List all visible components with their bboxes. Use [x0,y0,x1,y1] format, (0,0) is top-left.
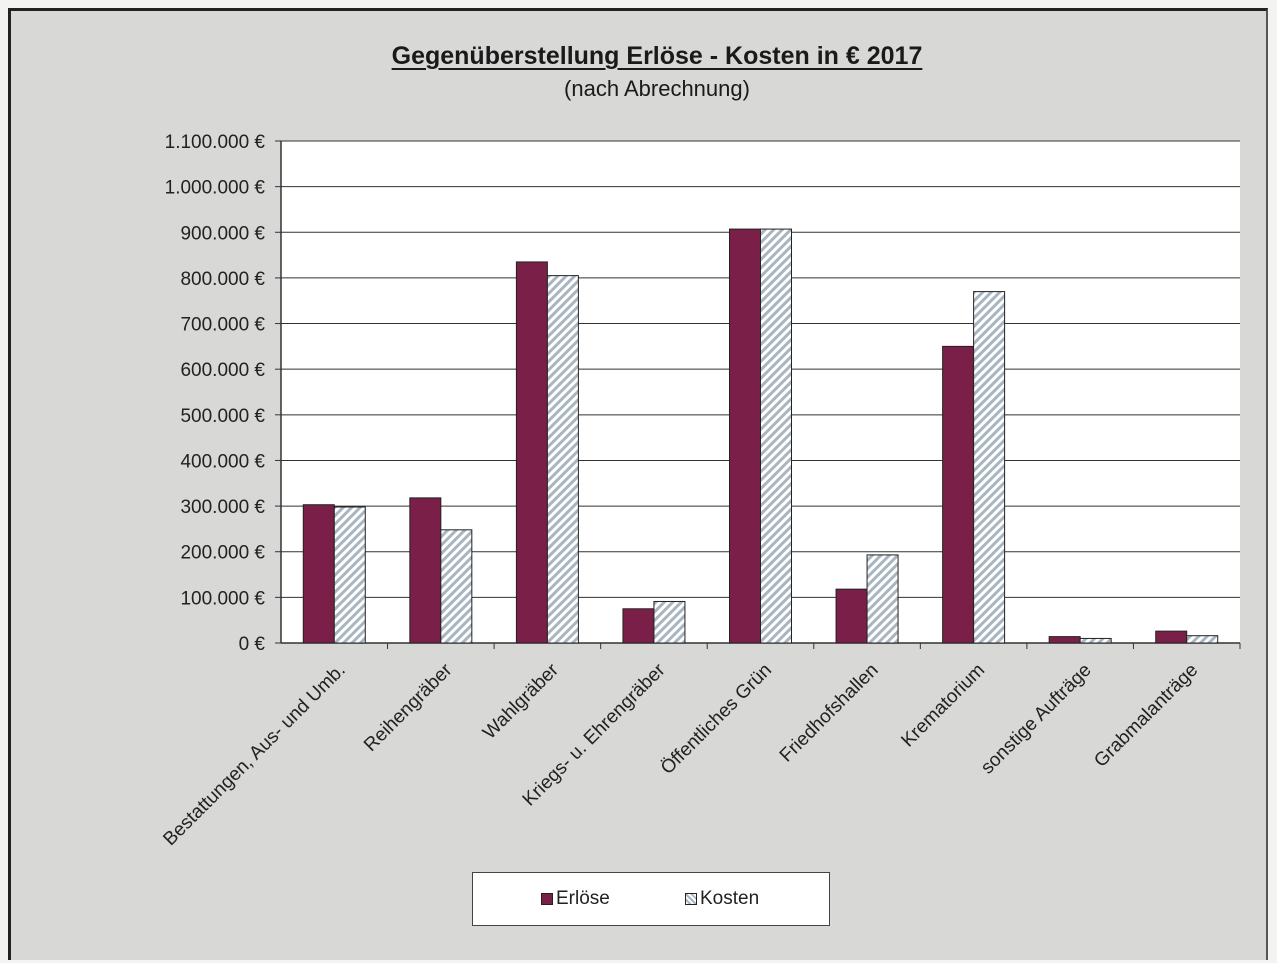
x-tick-label: Friedhofshallen [776,660,883,767]
x-tick-label: Krematorium [897,660,989,752]
y-tick-label: 1.000.000 € [165,178,266,199]
bar-erloese [729,228,761,644]
legend-item-kosten: Kosten [685,888,759,910]
y-tick-label: 200.000 € [180,543,265,564]
x-tick-label: Grabmalanträge [1090,660,1202,772]
y-tick-label: 600.000 € [180,360,265,381]
x-tick-label: Reihengräber [360,659,457,756]
bar-erloese [302,504,335,644]
bar-erloese [1155,630,1188,644]
chart-title: Gegenüberstellung Erlöse - Kosten in € 2… [391,42,923,70]
bar-kosten [333,506,366,644]
x-tick-label: sonstige Aufträge [977,660,1096,779]
bar-erloese [409,497,442,644]
x-tick-label: Bestattungen, Aus- und Umb. [159,660,349,850]
legend-item-erloese: Erlöse [541,888,610,910]
y-tick-label: 300.000 € [180,497,265,518]
y-tick-label: 800.000 € [180,269,265,290]
y-tick-label: 500.000 € [180,406,265,427]
bar-erloese [622,608,655,644]
bar-kosten [440,529,473,644]
x-tick-label: Öffentliches Grün [657,660,776,779]
y-tick-label: 700.000 € [180,315,265,336]
legend-label-erloese: Erlöse [556,888,610,909]
y-tick-label: 400.000 € [180,451,265,472]
bar-erloese [835,588,868,644]
bar-erloese [515,261,548,644]
legend-swatch-kosten [685,893,697,905]
bar-kosten [760,228,792,644]
bar-kosten [653,600,686,644]
y-tick-label: 0 € [239,634,266,655]
chart-subtitle: (nach Abrechnung) [564,76,750,101]
bar-kosten [866,554,899,644]
legend-label-kosten: Kosten [700,888,760,909]
y-tick-label: 1.100.000 € [165,132,266,153]
bar-kosten [1186,635,1219,644]
bar-kosten [973,291,1006,644]
bar-erloese [1048,636,1081,644]
legend: Erlöse Kosten [472,872,830,926]
bar-erloese [942,345,975,644]
x-tick-label: Wahlgräber [479,659,563,743]
y-tick-label: 100.000 € [180,588,265,609]
legend-swatch-erloese [541,893,553,905]
y-tick-label: 900.000 € [180,223,265,244]
bar-kosten [546,275,579,644]
plot-area: 0 € 100.000 € 200.000 € 300.000 € 400.000 € 5… [159,132,1241,850]
bar-kosten [1079,637,1112,644]
